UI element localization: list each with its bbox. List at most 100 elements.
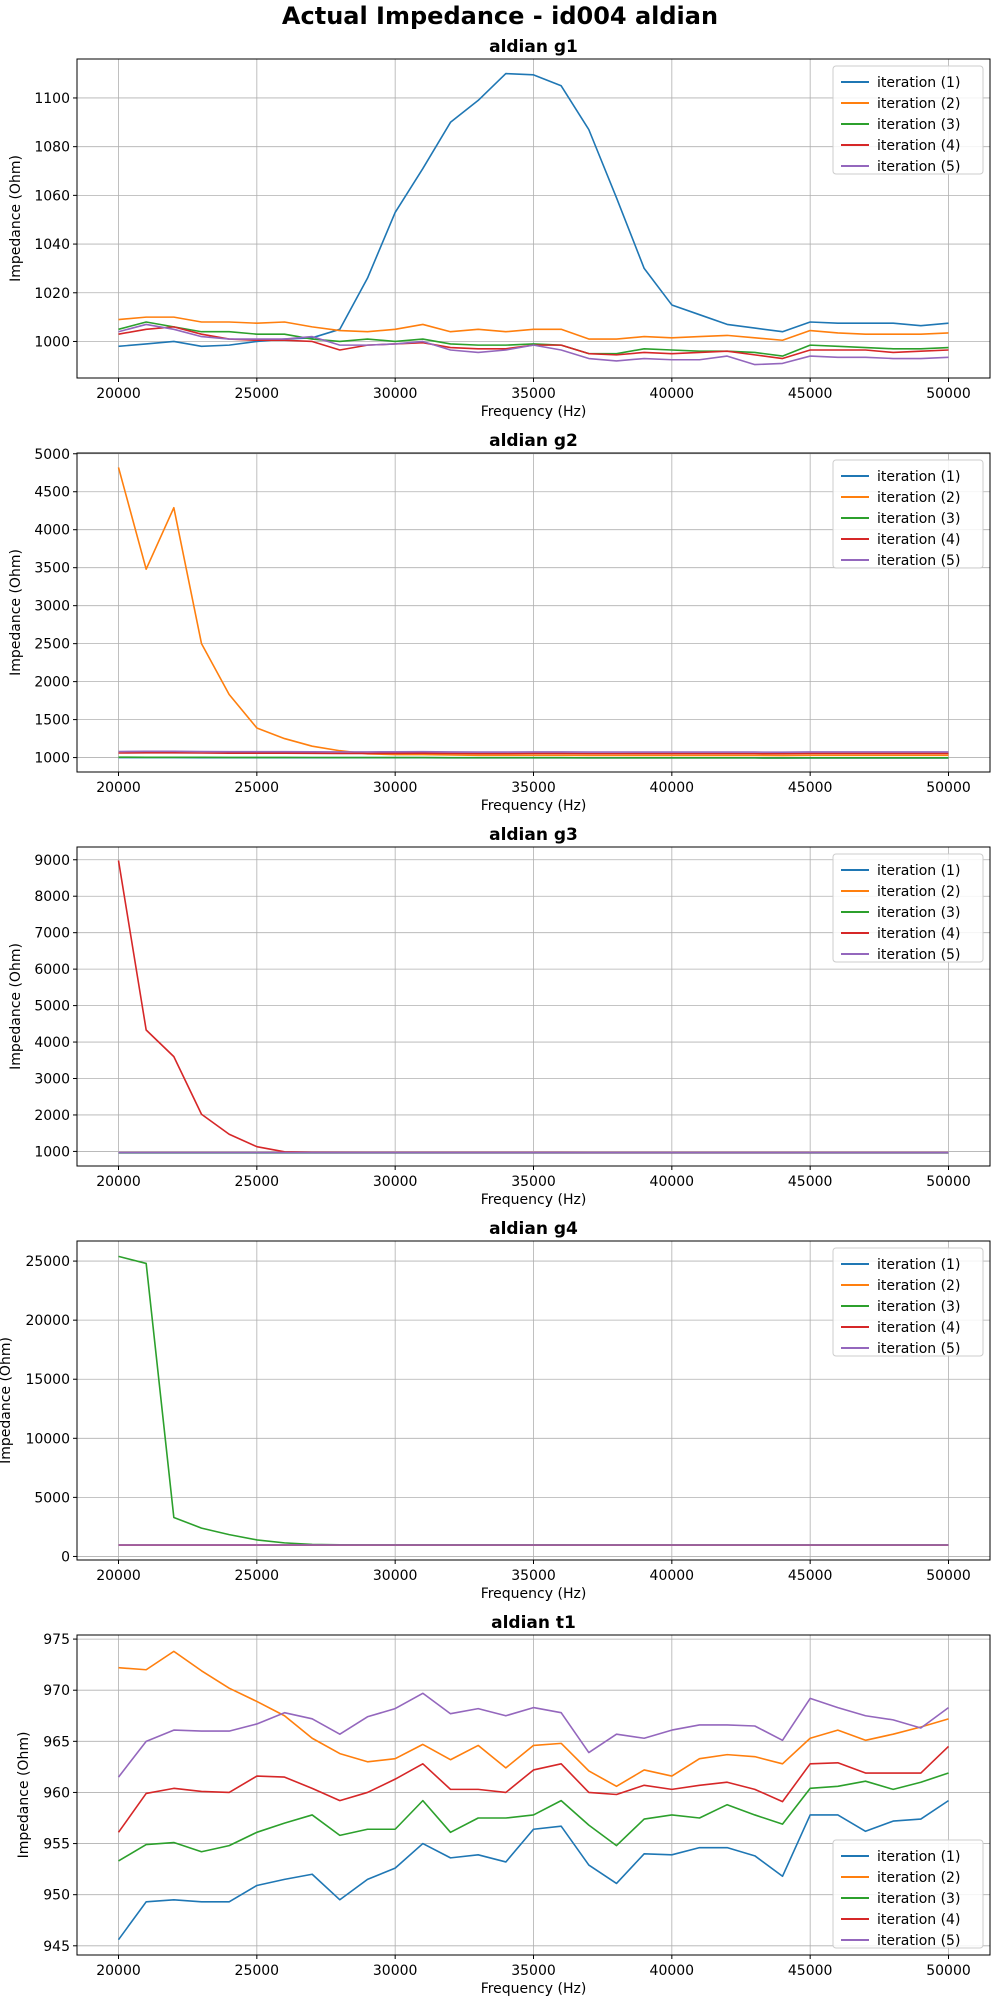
x-tick-label: 30000 [373,780,418,796]
legend-entry-label: iteration (5) [877,1341,960,1357]
y-tick-label: 4500 [34,485,70,501]
x-tick-label: 30000 [373,386,418,402]
chart-title: aldian g3 [489,825,578,845]
series-line [119,757,949,758]
legend-entry-label: iteration (4) [877,926,960,942]
chart-title: aldian g1 [489,37,578,57]
legend-entry-label: iteration (3) [877,117,960,133]
y-tick-label: 6000 [34,962,70,978]
legend-entry-label: iteration (1) [877,1849,960,1865]
series-line [119,753,949,754]
y-tick-label: 1000 [34,334,70,350]
y-axis-label: Impedance (Ohm) [16,1732,32,1859]
x-tick-label: 35000 [511,1174,556,1190]
y-tick-label: 4000 [34,523,70,539]
y-tick-label: 3500 [34,561,70,577]
y-tick-label: 1000 [34,751,70,767]
x-tick-label: 25000 [235,780,280,796]
y-tick-label: 975 [43,1632,70,1648]
y-tick-label: 8000 [34,889,70,905]
x-tick-label: 25000 [235,1174,280,1190]
x-tick-label: 20000 [96,780,141,796]
y-tick-label: 3000 [34,599,70,615]
legend: iteration (1) iteration (2) iteration (3) i… [833,66,983,175]
legend-entry-label: iteration (4) [877,532,960,548]
x-tick-label: 35000 [511,1568,556,1584]
series-line [119,751,949,752]
x-tick-label: 50000 [926,1963,971,1979]
legend-entry-label: iteration (2) [877,96,960,112]
y-tick-label: 1000 [34,1144,70,1160]
y-tick-label: 1500 [34,713,70,729]
y-tick-label: 2000 [34,675,70,691]
y-tick-label: 5000 [34,1490,70,1506]
legend-entry-label: iteration (2) [877,884,960,900]
legend-entry-label: iteration (4) [877,1320,960,1336]
y-axis-label: Impedance (Ohm) [8,943,24,1070]
x-tick-label: 20000 [96,1174,141,1190]
x-tick-label: 45000 [788,1568,833,1584]
x-tick-label: 45000 [788,1963,833,1979]
legend-entry-label: iteration (5) [877,947,960,963]
legend-entry-label: iteration (3) [877,1299,960,1315]
legend-entry-label: iteration (5) [877,553,960,569]
y-tick-label: 1080 [34,140,70,156]
legend-entry-label: iteration (1) [877,75,960,91]
legend-entry-label: iteration (5) [877,159,960,175]
legend: iteration (1)iteration (2)iteration (3)i… [833,1840,983,1949]
legend-entry-label: iteration (1) [877,863,960,879]
x-tick-label: 35000 [511,386,556,402]
legend-entry-label: iteration (2) [877,490,960,506]
chart-title: aldian t1 [491,1613,576,1633]
x-tick-label: 20000 [96,386,141,402]
y-tick-label: 0 [61,1549,70,1565]
y-tick-label: 955 [43,1837,70,1853]
y-tick-label: 2000 [34,1108,70,1124]
x-tick-label: 45000 [788,1174,833,1190]
legend-entry-label: iteration (2) [877,1870,960,1886]
x-tick-label: 45000 [788,780,833,796]
x-tick-label: 25000 [235,386,280,402]
y-tick-label: 950 [43,1888,70,1904]
x-axis-label: Frequency (Hz) [481,798,587,814]
legend-entry-label: iteration (3) [877,1891,960,1907]
legend-entry-label: iteration (3) [877,511,960,527]
y-tick-label: 970 [43,1683,70,1699]
x-tick-label: 30000 [373,1963,418,1979]
y-tick-label: 25000 [25,1254,70,1270]
chart-title: aldian g2 [489,431,578,451]
x-tick-label: 30000 [373,1174,418,1190]
x-tick-label: 40000 [650,1568,695,1584]
y-tick-label: 5000 [34,447,70,463]
x-tick-label: 20000 [96,1963,141,1979]
x-tick-label: 40000 [650,780,695,796]
y-tick-label: 10000 [25,1431,70,1447]
figure-title: Actual Impedance - id004 aldian [282,2,718,30]
y-tick-label: 4000 [34,1035,70,1051]
y-tick-label: 945 [43,1939,70,1955]
legend-entry-label: iteration (2) [877,1278,960,1294]
y-tick-label: 1060 [34,188,70,204]
legend-entry-label: iteration (4) [877,138,960,154]
x-tick-label: 50000 [926,386,971,402]
legend: iteration (1) iteration (2) iteration (3) i… [833,460,983,569]
y-tick-label: 15000 [25,1372,70,1388]
legend: iteration (1)iteration (2)iteration (3)i… [833,854,983,963]
x-tick-label: 50000 [926,1174,971,1190]
legend-entry-label: iteration (1) [877,469,960,485]
chart-title: aldian g4 [489,1219,578,1239]
y-axis-label: Impedance (Ohm) [8,155,24,282]
y-tick-label: 960 [43,1785,70,1801]
y-tick-label: 20000 [25,1313,70,1329]
x-tick-label: 40000 [650,1963,695,1979]
x-tick-label: 50000 [926,1568,971,1584]
legend: iteration (1)iteration (2)iteration (3)i… [833,1248,983,1357]
x-tick-label: 30000 [373,1568,418,1584]
x-axis-label: Frequency (Hz) [481,1586,587,1602]
